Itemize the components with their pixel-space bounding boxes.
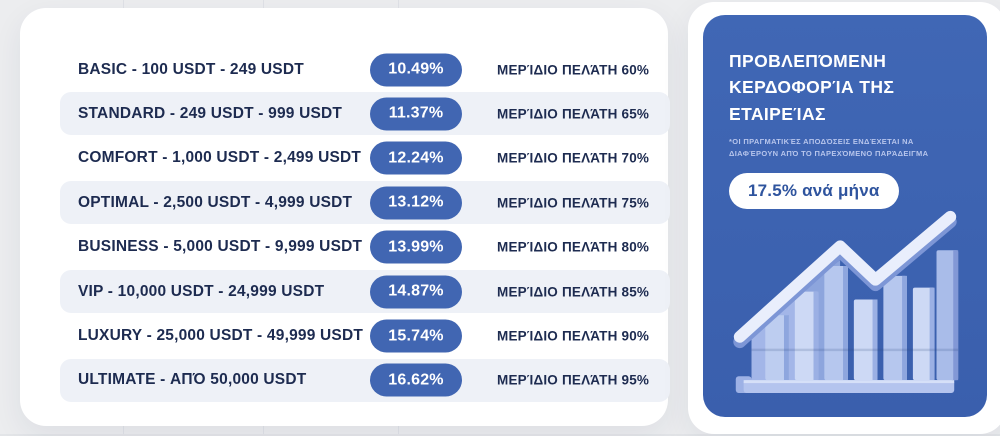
tier-row-vip: VIP - 10,000 USDT - 24,999 USDT 14.87% Μ…: [60, 270, 670, 314]
client-share-label: ΜΕΡΊΔΙΟ ΠΕΛΆΤΗ 75%: [497, 195, 650, 211]
rate-badge: 13.12%: [370, 186, 462, 220]
tiers-table-card: BASIC - 100 USDT - 249 USDT 10.49% ΜΕΡΊΔ…: [20, 8, 670, 426]
background-bottom-edge: [0, 434, 1000, 436]
tier-label: BUSINESS - 5,000 USDT - 9,999 USDT: [78, 238, 363, 256]
tier-label: LUXURY - 25,000 USDT - 49,999 USDT: [78, 327, 364, 345]
rate-badge: 14.87%: [370, 275, 462, 309]
growth-bar-chart-3d-icon: [733, 210, 959, 393]
forecast-card-wrapper: ΠΡΟΒΛΕΠΌΜΕΝΗ ΚΕΡΔΟΦΟΡΊΑ ΤΗΣ ΕΤΑΙΡΕΊΑΣ *Ο…: [688, 2, 1000, 434]
forecast-title: ΠΡΟΒΛΕΠΌΜΕΝΗ ΚΕΡΔΟΦΟΡΊΑ ΤΗΣ ΕΤΑΙΡΕΊΑΣ: [729, 48, 963, 127]
tier-label: OPTIMAL - 2,500 USDT - 4,999 USDT: [78, 193, 353, 211]
client-share-label: ΜΕΡΊΔΙΟ ΠΕΛΆΤΗ 65%: [497, 106, 650, 122]
tier-label: COMFORT - 1,000 USDT - 2,499 USDT: [78, 149, 362, 167]
tier-label: BASIC - 100 USDT - 249 USDT: [78, 60, 304, 78]
tier-rows: BASIC - 100 USDT - 249 USDT 10.49% ΜΕΡΊΔ…: [60, 48, 670, 402]
client-share-label: ΜΕΡΊΔΙΟ ΠΕΛΆΤΗ 70%: [497, 150, 650, 166]
rate-badge: 12.24%: [370, 141, 462, 175]
monthly-rate-badge: 17.5% ανά μήνα: [729, 172, 899, 209]
forecast-card: ΠΡΟΒΛΕΠΌΜΕΝΗ ΚΕΡΔΟΦΟΡΊΑ ΤΗΣ ΕΤΑΙΡΕΊΑΣ *Ο…: [703, 15, 987, 417]
client-share-label: ΜΕΡΊΔΙΟ ΠΕΛΆΤΗ 90%: [497, 328, 650, 344]
tier-row-comfort: COMFORT - 1,000 USDT - 2,499 USDT 12.24%…: [60, 137, 670, 180]
tier-label: ULTIMATE - ΑΠΌ 50,000 USDT: [78, 371, 307, 389]
rate-badge: 13.99%: [370, 230, 462, 264]
tier-row-ultimate: ULTIMATE - ΑΠΌ 50,000 USDT 16.62% ΜΕΡΊΔΙ…: [60, 358, 670, 402]
forecast-title-line2: ΚΕΡΔΟΦΟΡΊΑ ΤΗΣ ΕΤΑΙΡΕΊΑΣ: [729, 77, 895, 124]
rate-badge: 15.74%: [370, 319, 462, 353]
tier-label: VIP - 10,000 USDT - 24,999 USDT: [78, 282, 325, 300]
client-share-label: ΜΕΡΊΔΙΟ ΠΕΛΆΤΗ 95%: [497, 372, 650, 388]
tier-row-standard: STANDARD - 249 USDT - 999 USDT 11.37% ΜΕ…: [60, 92, 670, 136]
rate-badge: 16.62%: [370, 363, 462, 397]
tier-row-optimal: OPTIMAL - 2,500 USDT - 4,999 USDT 13.12%…: [60, 181, 670, 225]
tier-row-business: BUSINESS - 5,000 USDT - 9,999 USDT 13.99…: [60, 226, 670, 269]
client-share-label: ΜΕΡΊΔΙΟ ΠΕΛΆΤΗ 60%: [497, 62, 650, 77]
tier-row-luxury: LUXURY - 25,000 USDT - 49,999 USDT 15.74…: [60, 315, 670, 358]
client-share-label: ΜΕΡΊΔΙΟ ΠΕΛΆΤΗ 85%: [497, 284, 650, 300]
forecast-disclaimer: *ΟΙ ΠΡΑΓΜΑΤΙΚΈΣ ΑΠΟΔΌΣΕΙΣ ΕΝΔΈΧΕΤΑΙ ΝΑ Δ…: [729, 136, 929, 159]
tier-row-basic: BASIC - 100 USDT - 249 USDT 10.49% ΜΕΡΊΔ…: [60, 48, 670, 91]
rate-badge: 11.37%: [370, 97, 462, 131]
tier-label: STANDARD - 249 USDT - 999 USDT: [78, 104, 343, 122]
client-share-label: ΜΕΡΊΔΙΟ ΠΕΛΆΤΗ 80%: [497, 239, 650, 255]
forecast-title-line1: ΠΡΟΒΛΕΠΌΜΕΝΗ: [729, 51, 887, 71]
rate-badge: 10.49%: [370, 53, 462, 86]
